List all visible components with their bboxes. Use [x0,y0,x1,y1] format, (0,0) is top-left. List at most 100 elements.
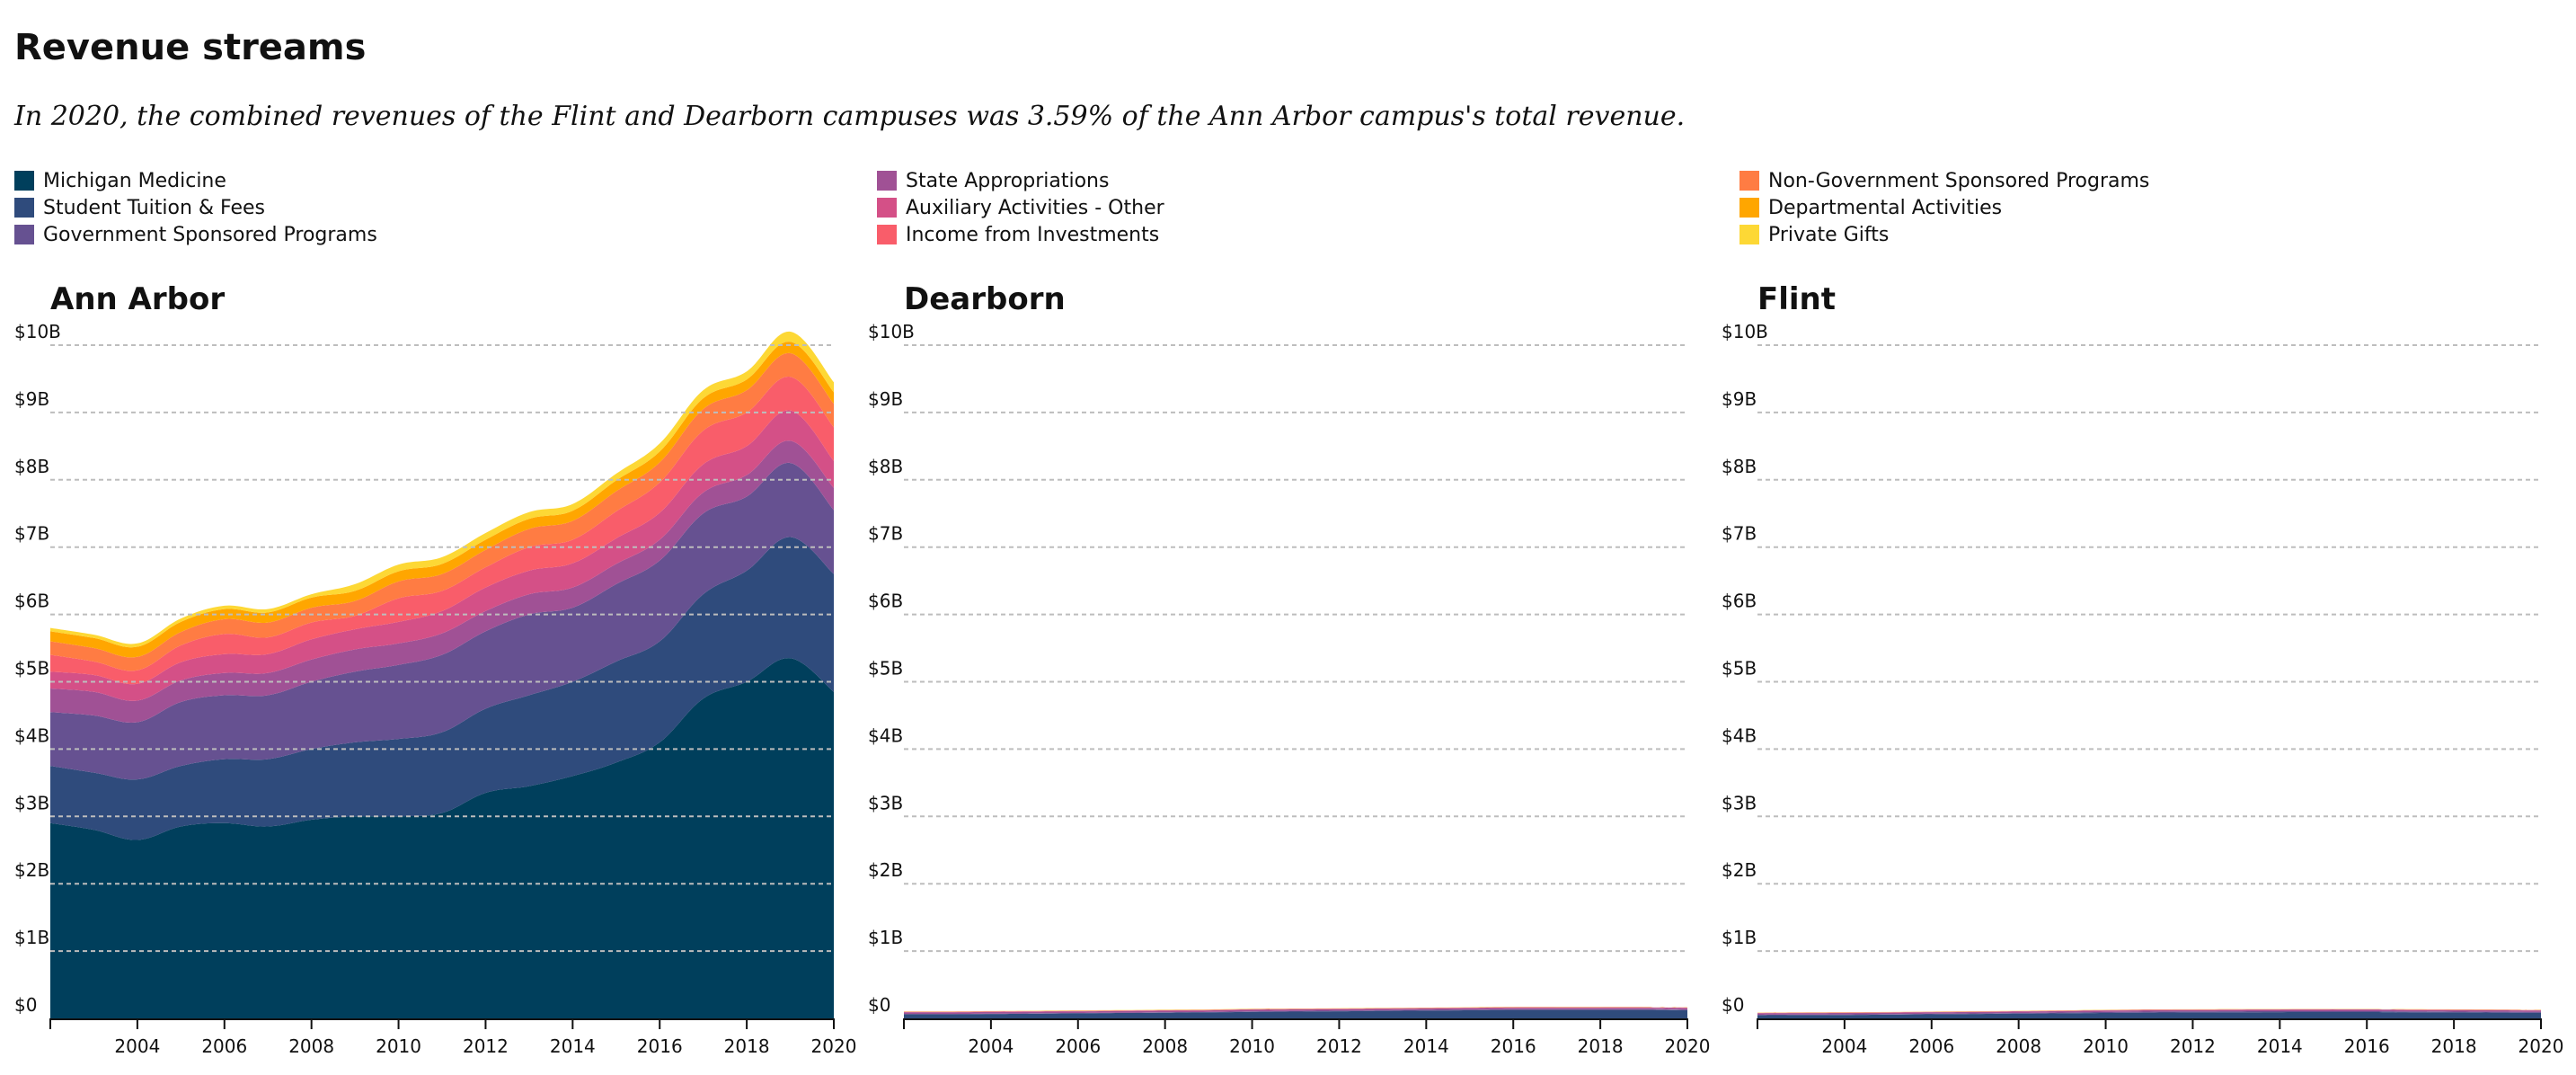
legend-swatch [877,225,897,244]
y-tick-label: $4B [1722,724,1757,746]
x-tick-label: 2012 [463,1035,509,1057]
area-series [50,410,834,701]
legend-label: Departmental Activities [1768,196,2003,219]
legend-label: Michigan Medicine [43,169,226,192]
x-tick-label: 2020 [2518,1035,2564,1057]
x-tick-label: 2006 [201,1035,247,1057]
legend-swatch [1739,198,1759,218]
panel-title: Flint [1757,281,1836,317]
area-series [1757,1012,2541,1018]
x-tick-label: 2006 [1908,1035,1954,1057]
legend-item: Student Tuition & Fees [14,194,265,221]
y-tick-label: $10B [868,321,915,342]
area-series [50,440,834,723]
y-tick-label: $3B [868,792,903,813]
y-tick-label: $6B [1722,591,1757,612]
x-tick-label: 2016 [637,1035,683,1057]
y-tick-label: $0 [1722,994,1744,1016]
legend-swatch [14,225,34,244]
y-tick-label: $8B [14,456,49,477]
chart-panel: Ann Arbor $0 $1B $2B $3B $4B $5B $6B $7B $8B $9B $1… [14,281,856,1057]
y-tick-label: $10B [1722,321,1768,342]
y-tick-label: $6B [868,591,903,612]
area-series [1757,1008,2541,1014]
legend-item: Auxiliary Activities - Other [877,194,1164,221]
x-tick-label: 2018 [724,1035,770,1057]
area-series [904,1007,1687,1012]
y-tick-label: $7B [1722,523,1757,545]
area-series [50,342,834,658]
y-tick-label: $5B [1722,658,1757,680]
y-tick-label: $10B [14,321,61,342]
area-series [904,1009,1687,1018]
chart-panel: Flint $0 $1B $2B $3B $4B $5B $6B $7B $8B $9B $10B 20… [1722,281,2563,1057]
y-tick-label: $9B [868,388,903,410]
page-subtitle: In 2020, the combined revenues of the Fl… [14,101,1686,132]
x-tick-label: 2010 [1229,1035,1275,1057]
area-series [904,1008,1687,1015]
legend: Michigan Medicine Student Tuition & Fees G… [14,167,2566,248]
x-tick-label: 2010 [376,1035,421,1057]
legend-label: Auxiliary Activities - Other [906,196,1164,219]
legend-label: Non-Government Sponsored Programs [1768,169,2150,192]
panel-title: Dearborn [904,281,1066,317]
y-tick-label: $4B [868,724,903,746]
x-tick-label: 2014 [1403,1035,1449,1057]
x-tick-label: 2012 [2170,1035,2216,1057]
y-tick-label: $0 [14,994,37,1016]
legend-item: Departmental Activities [1739,194,2002,221]
y-tick-label: $8B [1722,456,1757,477]
y-tick-label: $7B [868,523,903,545]
x-tick-label: 2020 [1665,1035,1711,1057]
legend-swatch [877,171,897,191]
chart-panel: Dearborn $0 $1B $2B $3B $4B $5B $6B $7B $8B $9B $10… [868,281,1710,1057]
x-tick-label: 2014 [550,1035,596,1057]
x-tick-label: 2008 [1996,1035,2041,1057]
area-series [1757,1009,2541,1016]
x-tick-label: 2020 [811,1035,857,1057]
y-tick-label: $2B [868,859,903,881]
area-series [904,1007,1687,1012]
x-tick-label: 2004 [968,1035,1014,1057]
x-tick-label: 2004 [114,1035,160,1057]
legend-item: State Appropriations [877,167,1109,194]
x-tick-label: 2018 [2431,1035,2477,1057]
x-tick-label: 2012 [1316,1035,1362,1057]
area-series [1757,1010,2541,1016]
page-title: Revenue streams [14,27,367,68]
area-series [1757,1009,2541,1014]
legend-label: Private Gifts [1768,223,1890,246]
x-tick-label: 2008 [1142,1035,1188,1057]
small-multiples-chart: Ann Arbor $0 $1B $2B $3B $4B $5B $6B $7B $8B $9B $1… [14,281,2563,1057]
x-tick-label: 2018 [1578,1035,1624,1057]
y-tick-label: $4B [14,724,49,746]
y-tick-label: $3B [14,792,49,813]
area-series [904,1007,1687,1012]
y-tick-label: $2B [14,859,49,881]
panel-title: Ann Arbor [50,281,225,317]
y-tick-label: $3B [1722,792,1757,813]
y-tick-label: $0 [868,994,890,1016]
area-series [50,537,834,840]
area-series [50,352,834,671]
legend-label: Student Tuition & Fees [43,196,266,219]
legend-label: Income from Investments [906,223,1160,246]
legend-swatch [1739,171,1759,191]
x-tick-label: 2008 [288,1035,334,1057]
legend-item: Michigan Medicine [14,167,226,194]
x-tick-label: 2010 [2083,1035,2129,1057]
area-series [1757,1008,2541,1013]
area-series [50,377,834,685]
area-series [904,1008,1687,1015]
legend-label: State Appropriations [906,169,1110,192]
legend-item: Private Gifts [1739,221,1889,248]
legend-swatch [1739,225,1759,244]
legend-swatch [14,171,34,191]
x-tick-label: 2014 [2257,1035,2303,1057]
y-tick-label: $6B [14,591,49,612]
legend-swatch [14,198,34,218]
y-tick-label: $5B [868,658,903,680]
legend-label: Government Sponsored Programs [43,223,377,246]
area-series [904,1007,1687,1012]
area-series [1757,1008,2541,1013]
